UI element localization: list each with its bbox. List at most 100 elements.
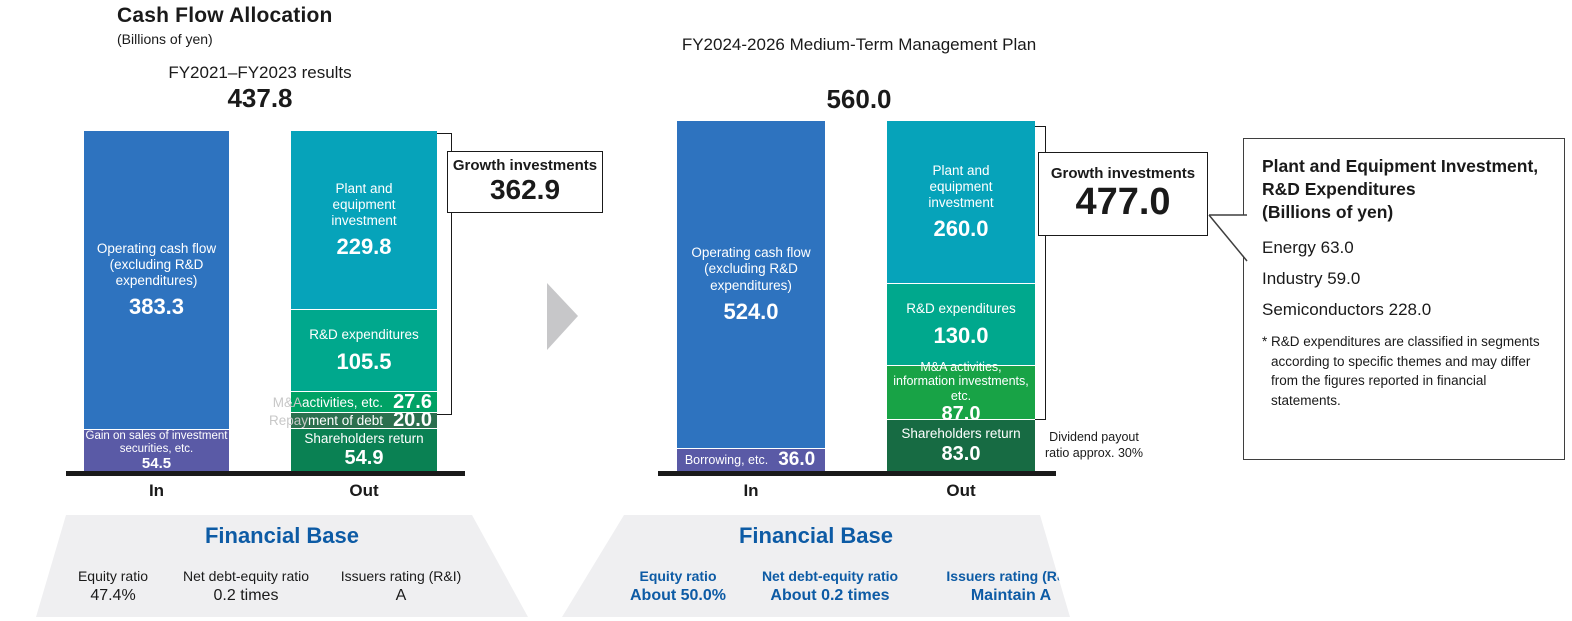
financial-base-left: Financial Base Equity ratio 47.4% Net de… — [36, 515, 528, 617]
metric-net-debt-equity: Net debt-equity ratio About 0.2 times — [748, 567, 912, 608]
metric-label: Net debt-equity ratio — [182, 568, 310, 584]
panel-item-semiconductors: Semiconductors 228.0 — [1262, 300, 1546, 320]
metric-label: Issuers rating (R&I) — [946, 568, 1076, 584]
bar-segment-borrowing: Borrowing, etc. 36.0 — [677, 448, 825, 471]
bar-segment-operating-cash-flow: Operating cash flow (excluding R&D expen… — [84, 131, 229, 429]
metric-net-debt-equity: Net debt-equity ratio 0.2 times — [173, 567, 319, 608]
bar-segment-plant-equipment: Plant and equipment investment 229.8 — [291, 131, 437, 309]
segment-label-overflow: M&A — [272, 394, 303, 410]
metric-label: Net debt-equity ratio — [761, 568, 899, 584]
segment-value: 83.0 — [941, 442, 981, 465]
bar-segment-shareholders-return: Shareholders return 54.9 — [291, 428, 437, 471]
segment-label: Plant and equipment investment — [928, 162, 994, 210]
segment-label: activities, etc. — [302, 394, 384, 410]
metric-issuers-rating: Issuers rating (R&I) Maintain A — [924, 567, 1076, 608]
page-title: Cash Flow Allocation — [117, 4, 333, 27]
bar-segment-ma-activities: M&A activities, etc. 27.6 — [273, 391, 437, 413]
metric-issuers-rating: Issuers rating (R&I) A — [331, 567, 471, 608]
growth-bracket — [1035, 126, 1046, 420]
metric-label: Equity ratio — [77, 568, 149, 584]
metric-value: 0.2 times — [213, 587, 279, 605]
left-chart-heading: FY2021–FY2023 results — [168, 63, 352, 82]
segment-label: ment of debt — [308, 413, 384, 428]
panel-item-industry: Industry 59.0 — [1262, 269, 1546, 289]
metric-equity-ratio: Equity ratio About 50.0% — [602, 567, 754, 608]
dividend-payout-note: Dividend payout ratio approx. 30% — [1045, 430, 1143, 461]
segment-value: 130.0 — [933, 322, 989, 348]
x-axis-line — [66, 471, 465, 476]
segment-label: Shareholders return — [304, 430, 424, 446]
segment-label: R&D expenditures — [309, 327, 419, 343]
segment-value: 260.0 — [933, 216, 989, 242]
bar-segment-operating-cash-flow: Operating cash flow (excluding R&D expen… — [677, 121, 825, 448]
metric-label: Issuers rating (R&I) — [340, 568, 462, 584]
segment-label: Gain on sales of investment securities, … — [85, 429, 228, 455]
transition-arrow-icon — [547, 283, 578, 350]
panel-item-label: Energy — [1262, 238, 1316, 258]
segment-value: 20.0 — [393, 409, 432, 431]
side-panel-title: Plant and Equipment Investment, R&D Expe… — [1262, 156, 1539, 199]
segment-value: 229.8 — [336, 234, 392, 260]
segment-label: R&D expenditures — [906, 301, 1016, 317]
segment-value: 54.9 — [344, 447, 384, 470]
metric-value: 47.4% — [90, 587, 136, 605]
financial-base-right: Financial Base Equity ratio About 50.0% … — [562, 515, 1070, 617]
segment-label: Borrowing, etc. — [684, 453, 769, 467]
segment-value: 105.5 — [336, 348, 392, 374]
segment-label: Operating cash flow (excluding R&D expen… — [691, 245, 811, 293]
segment-label-overflow: Repay — [268, 413, 308, 428]
growth-box-label: Growth investments — [1050, 164, 1196, 182]
side-panel-items: Energy 63.0 Industry 59.0 Semiconductors… — [1262, 238, 1546, 320]
right-chart-heading: FY2024-2026 Medium-Term Management Plan — [681, 35, 1037, 54]
bar-segment-rd-expenditures: R&D expenditures 105.5 — [291, 309, 437, 391]
financial-base-title: Financial Base — [204, 523, 360, 548]
page-unit: (Billions of yen) — [117, 31, 213, 47]
axis-label-in: In — [148, 481, 165, 500]
segment-value: 383.3 — [128, 294, 185, 320]
segment-value: 524.0 — [723, 298, 779, 324]
bar-segment-ma-information-investments: M&A activities, information investments,… — [887, 360, 1035, 425]
side-panel: Plant and Equipment Investment, R&D Expe… — [1243, 138, 1565, 460]
segment-label: M&A activities, information investments,… — [893, 359, 1029, 403]
segment-label: Shareholders return — [901, 426, 1021, 442]
growth-box-value: 362.9 — [489, 174, 561, 206]
axis-label-out: Out — [946, 481, 976, 500]
growth-investments-box: Growth investments 477.0 — [1038, 152, 1208, 236]
panel-item-value: 228.0 — [1388, 300, 1432, 320]
segment-value: 27.6 — [393, 390, 432, 413]
metric-value: About 0.2 times — [770, 587, 890, 605]
axis-label-in: In — [743, 481, 759, 500]
segment-label: Operating cash flow (excluding R&D expen… — [96, 240, 217, 288]
bar-segment-plant-equipment: Plant and equipment investment 260.0 — [887, 121, 1035, 283]
segment-label: Plant and equipment investment — [331, 180, 397, 228]
growth-box-value: 477.0 — [1075, 180, 1171, 223]
segment-label-row: Repay ment of debt 20.0 — [245, 409, 432, 431]
x-axis-line — [658, 471, 1056, 476]
bar-segment-repayment-of-debt: Repay ment of debt 20.0 — [269, 409, 437, 431]
metric-equity-ratio: Equity ratio 47.4% — [50, 567, 176, 608]
bar-segment-rd-expenditures: R&D expenditures 130.0 — [887, 283, 1035, 365]
axis-label-out: Out — [349, 481, 379, 500]
bar-segment-gain-on-sales: Gain on sales of investment securities, … — [84, 429, 229, 471]
growth-investments-box: Growth investments 362.9 — [447, 151, 603, 213]
bar-segment-shareholders-return: Shareholders return 83.0 — [887, 419, 1035, 471]
right-chart-total: 560.0 — [826, 84, 892, 114]
side-panel-unit: (Billions of yen) — [1262, 201, 1394, 222]
panel-item-label: Semiconductors — [1262, 300, 1384, 320]
financial-base-title: Financial Base — [738, 523, 894, 548]
metric-label: Equity ratio — [639, 568, 717, 584]
metric-value: Maintain A — [970, 587, 1052, 605]
panel-item-label: Industry — [1262, 269, 1323, 289]
segment-value: 36.0 — [778, 449, 816, 470]
panel-item-value: 63.0 — [1320, 238, 1354, 258]
left-chart-total: 437.8 — [227, 83, 293, 113]
metric-value: About 50.0% — [629, 587, 726, 605]
side-panel-footnote: * R&D expenditures are classified in seg… — [1262, 334, 1540, 408]
panel-item-energy: Energy 63.0 — [1262, 238, 1546, 258]
growth-box-label: Growth investments — [452, 157, 598, 175]
panel-item-value: 59.0 — [1327, 269, 1361, 289]
metric-value: A — [395, 587, 407, 605]
segment-label-row: M&A activities, etc. 27.6 — [253, 390, 432, 413]
segment-value: 54.5 — [141, 454, 172, 472]
